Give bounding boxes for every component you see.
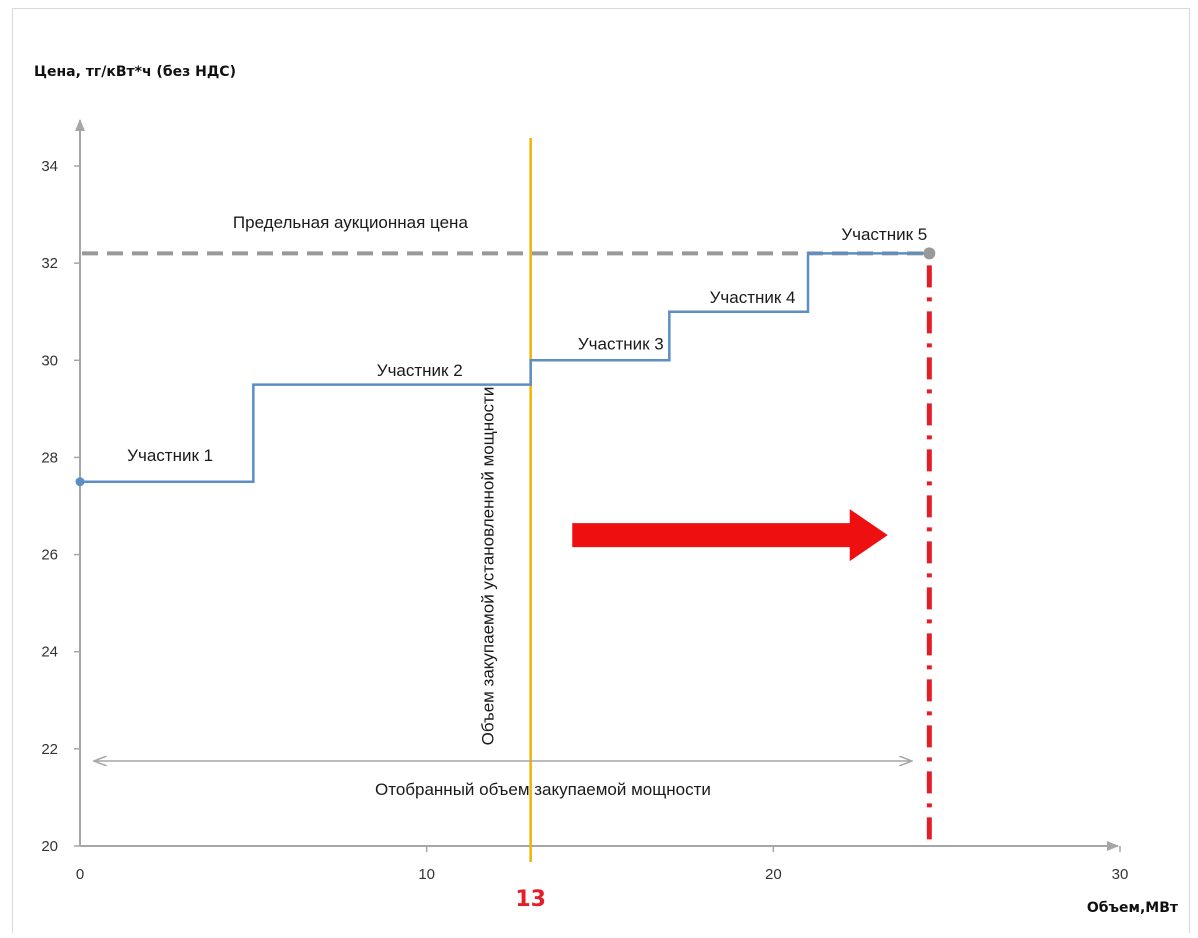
x-tick-label: 30 [1112,866,1129,883]
participant-labels: Участник 1 Участник 2 Участник 3 Участник 4… [127,225,927,465]
x-tick-label: 0 [76,866,84,883]
y-tick-label: 26 [41,547,58,564]
participant-label: Участник 2 [377,361,463,380]
y-axis-title: Цена, тг/кВт*ч (без НДС) [34,64,236,80]
supply-step-line [80,252,930,483]
y-axis-ticks: 20 22 24 26 28 30 32 34 [41,158,80,855]
y-tick-label: 24 [41,644,58,661]
series-start-point [75,477,85,487]
series-end-point [923,247,936,260]
x-axis-title: Объем,МВт [1087,900,1179,916]
participant-label: Участник 3 [578,334,664,353]
y-tick-label: 30 [41,352,58,369]
participant-label: Участник 1 [127,446,213,465]
demand-volume-label: Объем закупаемой установленной мощности [479,387,498,746]
y-tick-label: 32 [41,255,58,272]
participant-label: Участник 4 [710,288,796,307]
chart-frame [12,8,1190,933]
price-cap-label: Предельная аукционная цена [233,213,469,232]
participant-label: Участник 5 [841,225,927,244]
y-tick-label: 28 [41,449,58,466]
x-tick-label: 10 [418,866,435,883]
selected-range-label: Отобранный объем закупаемой мощности [375,780,711,799]
demand-volume-marker: 13 [515,887,546,912]
x-tick-label: 20 [765,866,782,883]
y-tick-label: 20 [41,838,58,855]
y-tick-label: 34 [41,158,58,175]
x-axis-ticks: 0 10 20 30 [76,846,1129,883]
y-tick-label: 22 [41,741,58,758]
direction-arrow [572,509,888,562]
